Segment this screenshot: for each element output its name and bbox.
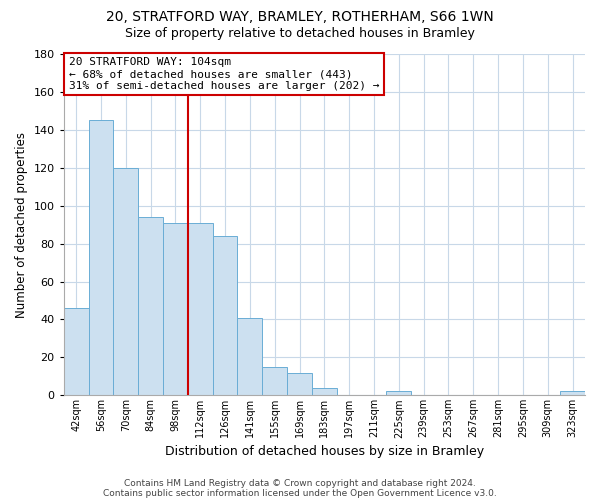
Bar — [188, 222, 212, 396]
Bar — [163, 222, 188, 396]
Bar — [212, 236, 238, 396]
Text: Contains HM Land Registry data © Crown copyright and database right 2024.: Contains HM Land Registry data © Crown c… — [124, 478, 476, 488]
Bar — [560, 392, 585, 396]
Bar — [312, 388, 337, 396]
Bar — [238, 318, 262, 396]
Bar — [64, 308, 89, 396]
Bar — [262, 367, 287, 396]
Text: Contains public sector information licensed under the Open Government Licence v3: Contains public sector information licen… — [103, 488, 497, 498]
Bar — [113, 168, 138, 396]
Bar — [138, 217, 163, 396]
Y-axis label: Number of detached properties: Number of detached properties — [15, 132, 28, 318]
Text: 20 STRATFORD WAY: 104sqm
← 68% of detached houses are smaller (443)
31% of semi-: 20 STRATFORD WAY: 104sqm ← 68% of detach… — [69, 58, 379, 90]
Bar — [287, 372, 312, 396]
Bar — [386, 392, 411, 396]
Text: Size of property relative to detached houses in Bramley: Size of property relative to detached ho… — [125, 28, 475, 40]
Bar — [89, 120, 113, 396]
X-axis label: Distribution of detached houses by size in Bramley: Distribution of detached houses by size … — [165, 444, 484, 458]
Text: 20, STRATFORD WAY, BRAMLEY, ROTHERHAM, S66 1WN: 20, STRATFORD WAY, BRAMLEY, ROTHERHAM, S… — [106, 10, 494, 24]
